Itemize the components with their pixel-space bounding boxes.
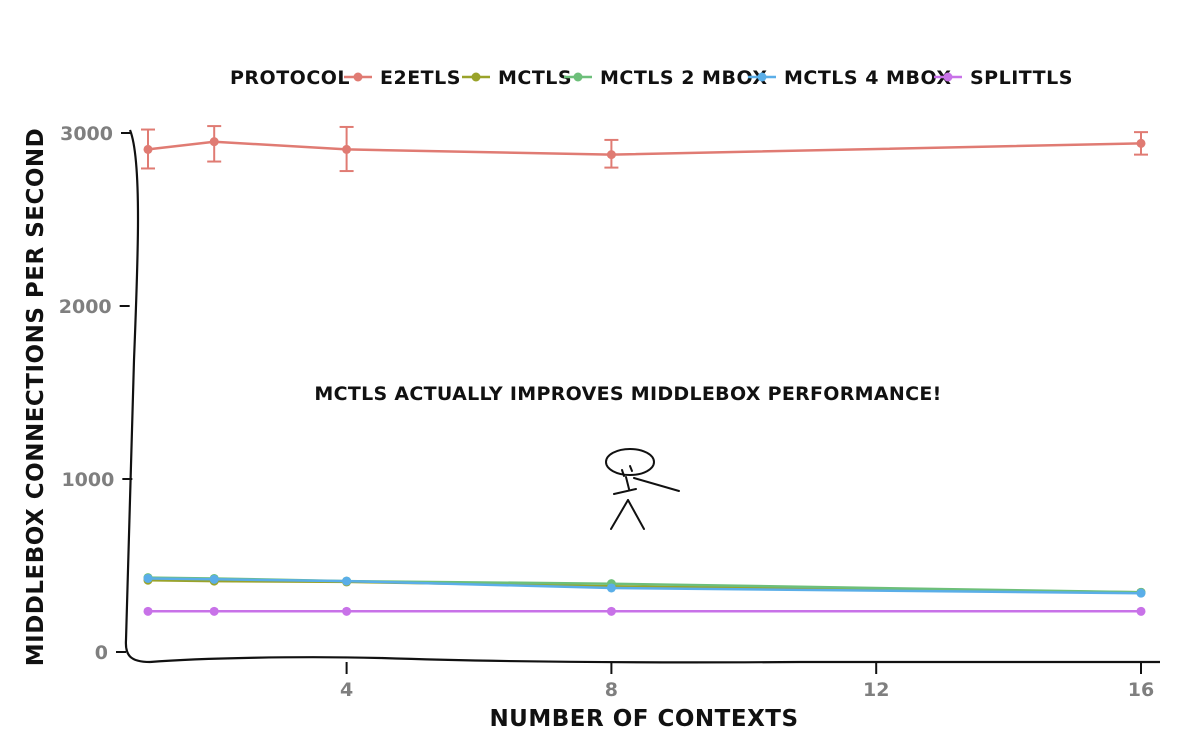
data-point <box>143 144 153 154</box>
y-tick-label: 0 <box>95 642 108 664</box>
series-splittls <box>143 606 1146 616</box>
series-line <box>147 140 1142 156</box>
stick-figure-illustration <box>605 448 680 530</box>
data-point <box>342 606 352 616</box>
data-point <box>209 574 219 584</box>
data-point <box>1136 138 1146 148</box>
legend-label: E2ETLS <box>380 67 461 89</box>
series-layer <box>141 125 1148 616</box>
legend-label: MCTLS 2 MBOX <box>600 67 768 89</box>
legend: PROTOCOL E2ETLS MCTLS MCTLS 2 MBOX MCTLS 4 … <box>230 67 1073 89</box>
data-point <box>606 606 616 616</box>
x-tick-label: 12 <box>863 679 889 701</box>
x-axis-title: NUMBER OF CONTEXTS <box>489 706 798 732</box>
series-e2etls <box>141 125 1148 173</box>
x-axis-ticks: 4 8 12 16 <box>340 662 1154 701</box>
x-tick-label: 8 <box>605 679 618 701</box>
data-point <box>143 573 153 583</box>
y-tick-label: 1000 <box>61 469 114 491</box>
legend-swatch-dot <box>353 72 363 82</box>
y-axis-line <box>124 129 151 664</box>
legend-swatch-dot <box>757 72 767 82</box>
data-point <box>1136 588 1146 598</box>
x-tick-label: 16 <box>1128 679 1154 701</box>
data-point <box>342 144 352 154</box>
data-point <box>606 583 616 593</box>
data-point <box>143 606 153 616</box>
y-tick-label: 2000 <box>59 296 112 318</box>
legend-swatch-dot <box>471 72 481 82</box>
y-axis-title: MIDDLEBOX CONNECTIONS PER SECOND <box>23 128 49 666</box>
annotation-text: MCTLS ACTUALLY IMPROVES MIDDLEBOX PERFOR… <box>314 383 941 405</box>
data-point <box>342 576 352 586</box>
legend-swatch-dot <box>943 72 953 82</box>
data-point <box>606 150 616 160</box>
legend-label: MCTLS <box>498 67 572 89</box>
legend-title: PROTOCOL <box>230 67 350 89</box>
x-axis-line <box>149 656 1161 664</box>
series-mctls-4-mbox <box>143 573 1146 598</box>
data-point <box>209 137 219 147</box>
legend-swatch-dot <box>573 72 583 82</box>
legend-label: MCTLS 4 MBOX <box>784 67 952 89</box>
data-point <box>1136 606 1146 616</box>
series-mctls-2-mbox <box>143 573 1146 597</box>
x-tick-label: 4 <box>340 679 353 701</box>
y-tick-label: 3000 <box>60 123 113 145</box>
y-axis-ticks: 0 1000 2000 3000 <box>59 123 133 664</box>
legend-label: SPLITTLS <box>970 67 1073 89</box>
data-point <box>209 606 219 616</box>
